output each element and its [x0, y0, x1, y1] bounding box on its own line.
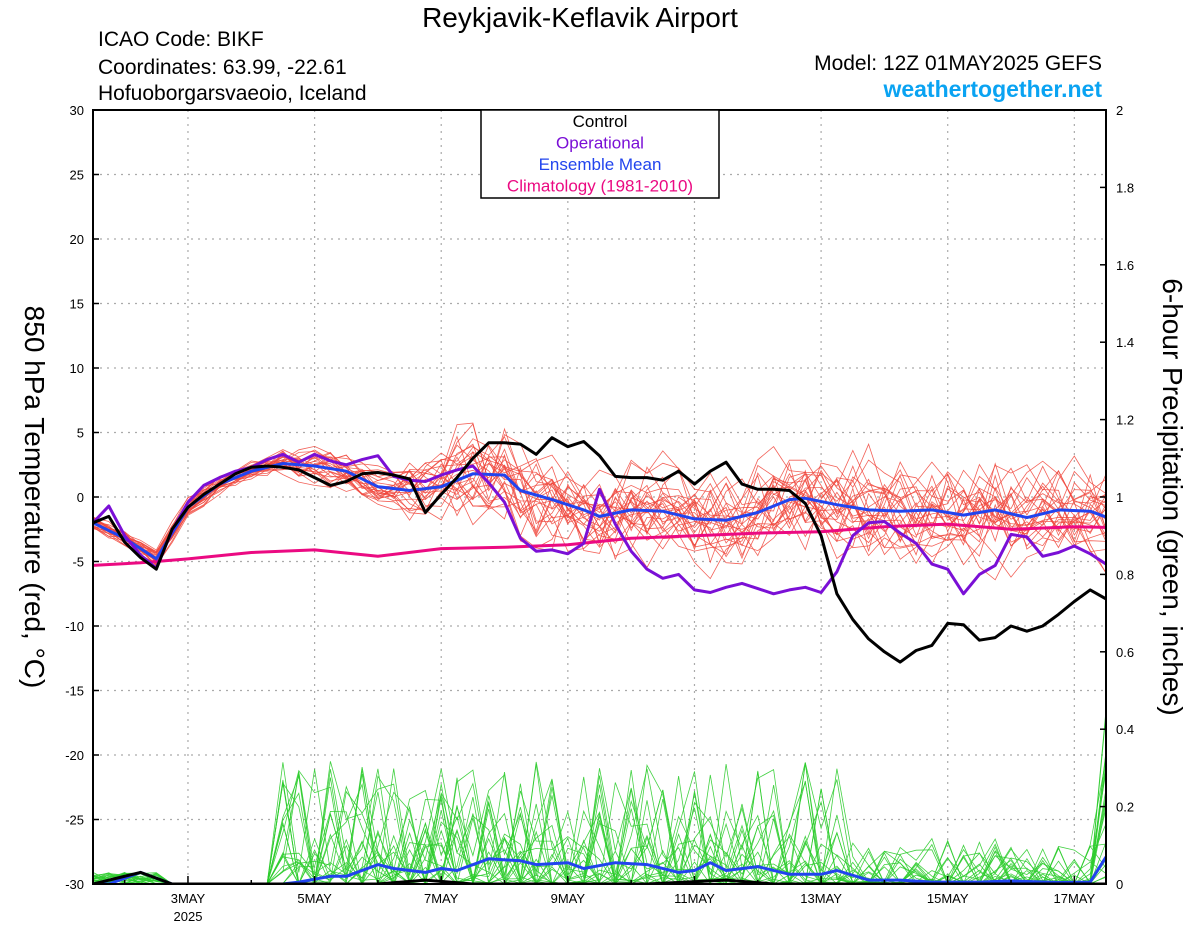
- y-tick-label-right: 1: [1116, 490, 1123, 505]
- precip-member-line: [93, 713, 1106, 884]
- legend-entry: Operational: [556, 134, 644, 153]
- y-tick-label-right: 0.8: [1116, 567, 1134, 582]
- y-axis-right: 2 1.8 1.6 1.4 1.2 1 0.8 0.6 0.4 0.2 0: [1100, 103, 1134, 892]
- x-tick-label: 3MAY: [171, 891, 206, 906]
- y-tick-label-right: 0.2: [1116, 800, 1134, 815]
- coordinates: Coordinates: 63.99, -22.61: [98, 56, 347, 79]
- site-link[interactable]: weathertogether.net: [883, 76, 1102, 102]
- x-tick-label: 15MAY: [927, 891, 969, 906]
- y-tick-label-left: -30: [65, 877, 84, 892]
- ensemble-mean-line: [93, 462, 1106, 561]
- y-tick-label-left: -10: [65, 619, 84, 634]
- ensemble-member-line: [93, 455, 1106, 552]
- ensemble-member-line: [93, 444, 1106, 574]
- y-tick-label-left: -15: [65, 684, 84, 699]
- ensemble-members: [93, 422, 1106, 581]
- x-axis: 3MAY 2025 5MAY 7MAY 9MAY 11MAY 13MAY 15MAY 17MAY: [123, 876, 1096, 924]
- legend-entry: Ensemble Mean: [539, 155, 662, 174]
- y-tick-label-right: 0.6: [1116, 645, 1134, 660]
- precip-ensemble-mean-line: [93, 856, 1106, 884]
- y-tick-label-right: 1.8: [1116, 180, 1134, 195]
- precip-member-line: [93, 795, 1106, 884]
- chart-title: Reykjavik-Keflavik Airport: [422, 2, 738, 33]
- x-tick-label: 11MAY: [674, 891, 715, 906]
- y-tick-label-left: 25: [70, 168, 84, 183]
- y-tick-label-left: -5: [72, 555, 84, 570]
- model-run: Model: 12Z 01MAY2025 GEFS: [814, 52, 1102, 75]
- x-tick-sublabel: 2025: [174, 909, 203, 924]
- y-tick-label-left: 0: [77, 490, 84, 505]
- y-tick-label-left: 5: [77, 426, 84, 441]
- y-tick-label-left: -20: [65, 748, 84, 763]
- y-tick-label-left: 10: [70, 361, 84, 376]
- precip-member-line: [93, 770, 1106, 884]
- ensemble-member-line: [93, 456, 1106, 573]
- y-tick-label-right: 1.2: [1116, 413, 1134, 428]
- control-line: [93, 436, 1106, 664]
- location-name: Hofuoborgarsvaeoio, Iceland: [98, 82, 367, 105]
- series-lines: [93, 436, 1106, 884]
- precip-member-line: [93, 761, 1106, 884]
- legend-box: [480, 109, 720, 199]
- climatology-line: [93, 522, 1106, 567]
- y-tick-label-right: 1.4: [1116, 335, 1134, 350]
- precip-members: [93, 710, 1106, 884]
- precip-member-line: [93, 769, 1106, 884]
- legend-entry: Climatology (1981-2010): [507, 177, 693, 196]
- y-tick-label-right: 0.4: [1116, 722, 1134, 737]
- precip-member-line: [93, 768, 1106, 884]
- x-tick-label: 13MAY: [800, 891, 842, 906]
- precip-member-line: [93, 776, 1106, 884]
- x-tick-label: 5MAY: [297, 891, 332, 906]
- y-tick-label-right: 0: [1116, 877, 1123, 892]
- precip-member-line: [93, 766, 1106, 884]
- x-tick-label: 7MAY: [424, 891, 459, 906]
- y-axis-left: 30 25 20 15 10 5 0 -5 -10 -15 -20 -25 -30: [65, 103, 99, 892]
- legend-entry: Control: [573, 112, 628, 131]
- y-tick-label-left: 15: [70, 297, 84, 312]
- icao-code: ICAO Code: BIKF: [98, 28, 264, 51]
- y-tick-label-left: 30: [70, 103, 84, 118]
- ensemble-member-line: [93, 450, 1106, 553]
- y-tick-label-left: -25: [65, 813, 84, 828]
- legend: Control Operational Ensemble Mean Climatolo…: [480, 109, 720, 199]
- operational-line: [93, 452, 1106, 596]
- y-tick-label-right: 1.6: [1116, 258, 1134, 273]
- x-tick-label: 9MAY: [551, 891, 586, 906]
- precip-control-line: [93, 870, 1106, 884]
- y-tick-label-left: 20: [70, 232, 84, 247]
- x-tick-label: 17MAY: [1054, 891, 1096, 906]
- y-tick-label-right: 2: [1116, 103, 1123, 118]
